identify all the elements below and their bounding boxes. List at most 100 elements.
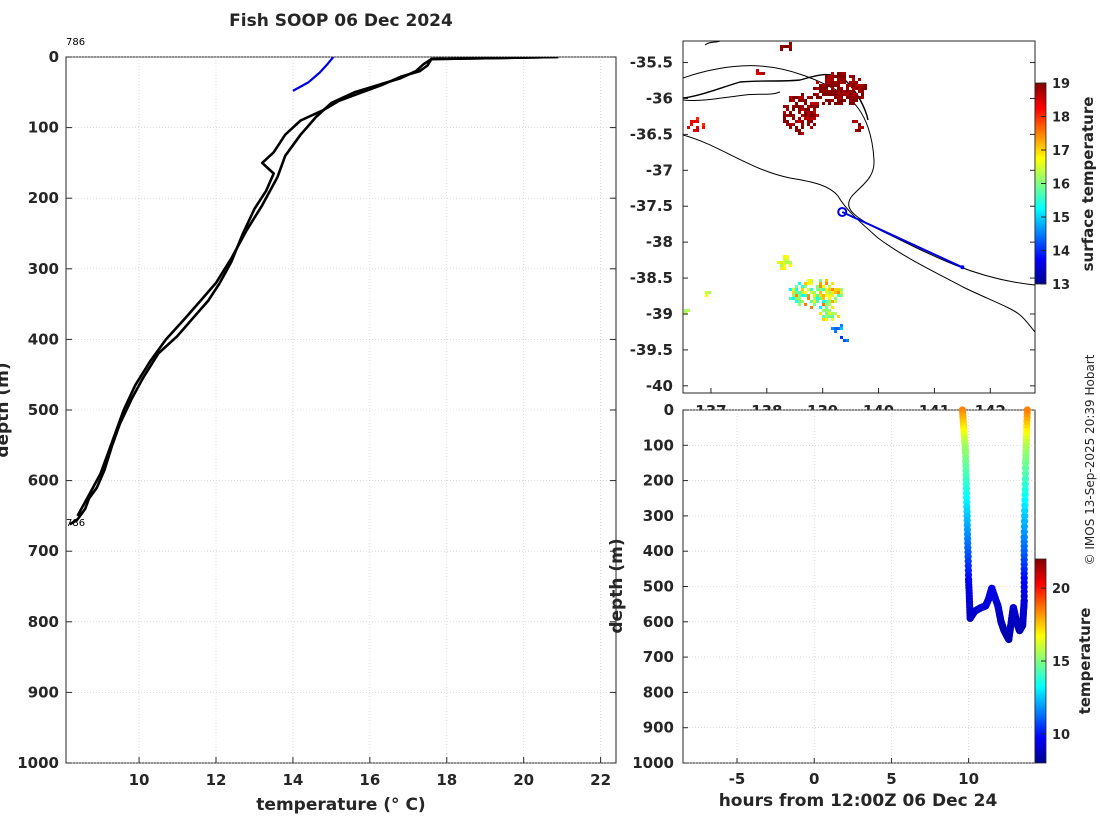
map-sst-pixel <box>786 123 789 126</box>
map-sst-pixel <box>804 111 807 114</box>
map-sst-pixel <box>780 261 783 264</box>
map-sst-pixel <box>813 303 816 306</box>
map-sst-pixel <box>840 291 843 294</box>
map-sst-pixel <box>756 69 759 72</box>
map-sst-pixel <box>702 126 705 129</box>
map-sst-pixel <box>840 93 843 96</box>
map-sst-pixel <box>777 261 780 264</box>
map-sst-pixel <box>807 117 810 120</box>
map-sst-pixel <box>840 78 843 81</box>
map-sst-pixel <box>759 72 762 75</box>
profile-xlabel: temperature (° C) <box>256 795 425 815</box>
map-sst-pixel <box>762 72 765 75</box>
timeplot-dive-point <box>1020 528 1028 536</box>
map-colorbar-tick-label: 19 <box>1052 77 1070 92</box>
profile-ytick-label: 800 <box>28 613 59 631</box>
map-sst-pixel <box>687 309 690 312</box>
map-sst-pixel <box>825 93 828 96</box>
profile-axes-box <box>65 56 617 764</box>
map-sst-pixel <box>825 279 828 282</box>
profile-xtick-label: 22 <box>590 771 611 789</box>
map-sst-pixel <box>819 285 822 288</box>
map-sst-pixel <box>855 96 858 99</box>
map-colorbar-ticks: 13 14 15 16 17 18 19 <box>1041 77 1070 293</box>
map-sst-pixel <box>798 132 801 135</box>
map-sst-pixel <box>813 294 816 297</box>
map-sst-pixel <box>831 300 834 303</box>
map-sst-pixel <box>852 102 855 105</box>
profile-ticks: 10 12 14 16 18 20 22 0 100 200 300 400 500 600 700 800 9… <box>17 48 616 789</box>
map-sst-pixel <box>798 297 801 300</box>
map-sst-pixel <box>852 84 855 87</box>
map-sst-pixel <box>816 297 819 300</box>
map-sst-pixel <box>795 288 798 291</box>
map-sst-pixel <box>789 126 792 129</box>
map-sst-pixel <box>840 324 843 327</box>
map-sst-pixel <box>819 291 822 294</box>
map-sst-pixel <box>810 117 813 120</box>
profile-ytick-label: 0 <box>49 48 59 66</box>
map-sst-pixel <box>798 99 801 102</box>
map-sst-pixel <box>801 96 804 99</box>
map-sst-pixel <box>843 93 846 96</box>
map-sst-pixel <box>792 123 795 126</box>
map-sst-pixel <box>831 282 834 285</box>
map-sst-pixel <box>825 291 828 294</box>
map-sst-pixel <box>810 306 813 309</box>
map-sst-pixel <box>798 105 801 108</box>
map-sst-pixel <box>804 108 807 111</box>
map-sst-pixel <box>849 102 852 105</box>
timeplot-colorbar-ticks: 10 15 20 <box>1041 582 1070 743</box>
map-sst-pixel <box>822 309 825 312</box>
map-sst-pixel <box>861 90 864 93</box>
map-sst-pixel <box>825 303 828 306</box>
map-sst-pixel <box>825 288 828 291</box>
map-sst-pixel <box>813 117 816 120</box>
map-sst-pixel <box>810 126 813 129</box>
map-sst-pixel <box>807 120 810 123</box>
map-sst-pixel <box>783 255 786 258</box>
map-colorbar-tick-label: 17 <box>1052 144 1070 159</box>
profile-series-ascent <box>76 57 559 517</box>
map-sst-pixel <box>855 120 858 123</box>
map-sst-pixel <box>807 108 810 111</box>
map-sst-pixel <box>825 81 828 84</box>
map-sst-pixel <box>756 72 759 75</box>
map-sst-pixel <box>840 81 843 84</box>
map-sst-pixel <box>804 303 807 306</box>
map-sst-pixel <box>858 129 861 132</box>
map-sst-pixel <box>828 300 831 303</box>
map-sst-pixel <box>837 294 840 297</box>
timeplot-dive-point <box>1021 485 1029 493</box>
map-sst-pixel <box>864 84 867 87</box>
map-sst-pixel <box>828 294 831 297</box>
map-track-line <box>841 211 963 269</box>
profile-panel: 10 12 14 16 18 20 22 0 100 200 300 400 500 600 700 800 9… <box>0 37 617 815</box>
map-sst-pixel <box>834 102 837 105</box>
map-sst-pixel <box>804 117 807 120</box>
map-sst-pixel <box>807 288 810 291</box>
map-sst-pixel <box>843 72 846 75</box>
map-sst-pixel <box>822 303 825 306</box>
map-sst-pixel <box>810 114 813 117</box>
timeplot-dive-point <box>1021 491 1029 499</box>
map-sst-pixel <box>816 300 819 303</box>
map-sst-pixel <box>801 291 804 294</box>
map-sst-pixels <box>684 42 867 342</box>
map-sst-pixel <box>816 105 819 108</box>
map-sst-pixel <box>822 288 825 291</box>
map-sst-pixel <box>810 288 813 291</box>
map-sst-pixel <box>786 258 789 261</box>
map-sst-pixel <box>792 297 795 300</box>
map-sst-pixel <box>855 87 858 90</box>
map-sst-pixel <box>804 285 807 288</box>
map-sst-pixel <box>792 291 795 294</box>
map-sst-pixel <box>783 267 786 270</box>
timeplot-dive-point <box>1021 501 1029 509</box>
profile-xtick-label: 12 <box>206 771 227 789</box>
map-sst-pixel <box>813 297 816 300</box>
map-sst-pixel <box>786 261 789 264</box>
map-sst-pixel <box>792 114 795 117</box>
timeplot-ytick-label: 400 <box>643 542 674 560</box>
map-sst-pixel <box>855 81 858 84</box>
